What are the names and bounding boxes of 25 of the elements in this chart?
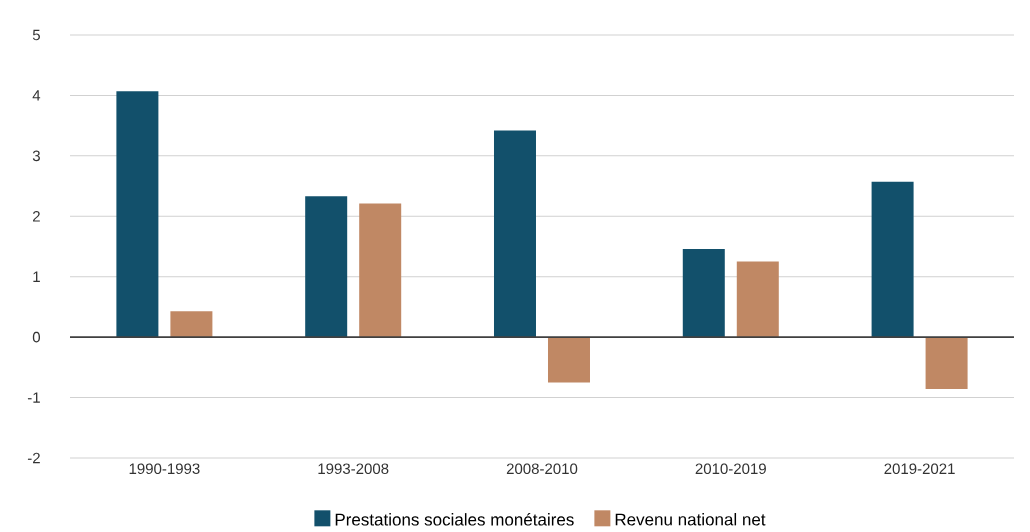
bar	[548, 337, 590, 383]
y-tick-label: 5	[32, 29, 40, 41]
y-tick-label: -2	[27, 452, 40, 464]
bar	[736, 261, 779, 338]
x-tick-label: 1990-1993	[129, 463, 200, 475]
bar	[305, 196, 348, 338]
y-tick-label: -1	[27, 392, 40, 403]
x-tick-label: 2008-2010	[506, 463, 578, 475]
bar	[925, 337, 968, 390]
bar	[116, 91, 159, 338]
y-tick-label: 4	[32, 90, 41, 101]
x-tick-label: 2010-2019	[695, 463, 766, 475]
x-tick-label: 1993-2008	[318, 463, 389, 475]
bar	[493, 130, 536, 338]
y-tick-label: 2	[33, 211, 40, 222]
y-tick-label: 0	[32, 331, 41, 343]
bar	[170, 311, 213, 338]
y-tick-label: 3	[32, 150, 40, 162]
x-tick-label: 2019-2021	[884, 463, 955, 475]
y-tick-label: 1	[33, 271, 40, 282]
legend-label: Revenu national net	[615, 513, 766, 526]
bar	[682, 248, 725, 338]
bar	[359, 203, 402, 338]
legend-label: Prestations sociales monétaires	[335, 512, 574, 526]
bar	[871, 181, 914, 338]
